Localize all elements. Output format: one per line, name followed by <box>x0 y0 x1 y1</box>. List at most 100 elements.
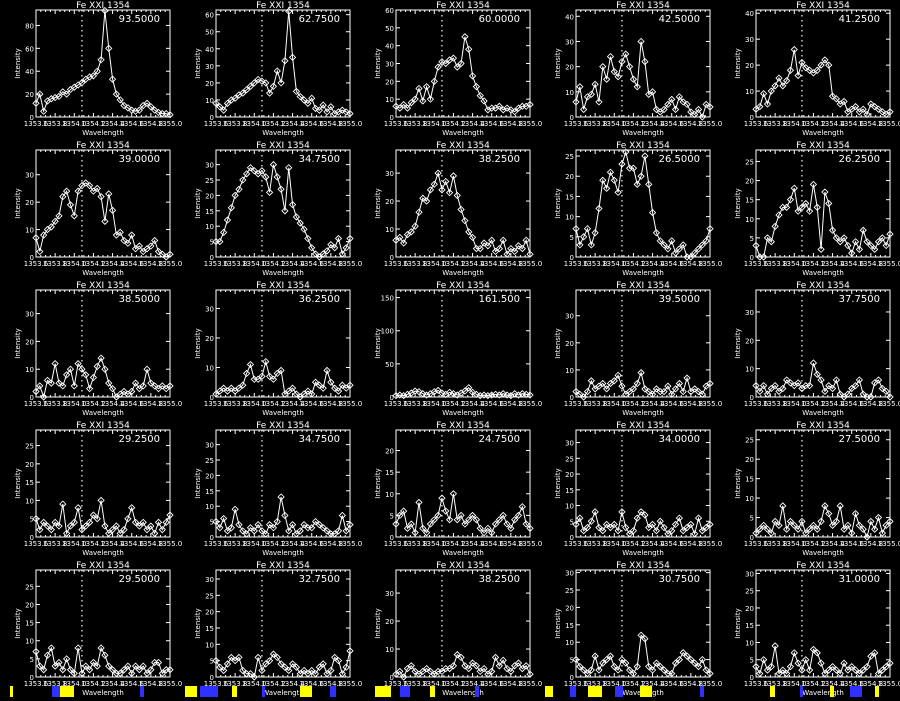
data-point-marker <box>93 662 101 670</box>
data-point-marker <box>101 365 109 373</box>
data-point-marker <box>763 390 772 398</box>
data-point-marker <box>78 526 86 534</box>
spectrum-plot: Fe XXI 13541353.61353.81354.01354.21354.… <box>554 281 722 417</box>
spectrum-plot: Fe XXI 13541353.61353.81354.01354.21354.… <box>374 141 542 277</box>
x-tick-label: 1354.2 <box>441 540 466 548</box>
data-point-marker <box>47 526 55 534</box>
y-tick-label: 20 <box>25 91 34 99</box>
x-axis-label: Wavelength <box>82 409 124 417</box>
x-tick-label: 1354.2 <box>261 680 286 688</box>
peak-annotation: 39.0000 <box>119 154 160 165</box>
data-point-marker <box>790 649 798 657</box>
x-tick-label: 1354.4 <box>100 120 125 128</box>
data-point-marker <box>771 642 779 650</box>
data-point-marker <box>465 45 473 53</box>
data-point-marker <box>74 187 82 195</box>
x-tick-label: 1354.2 <box>621 260 646 268</box>
data-point-marker <box>526 391 534 399</box>
data-point-marker <box>105 190 113 198</box>
peak-annotation: 161.500 <box>479 294 520 305</box>
data-point-marker <box>671 659 680 667</box>
data-point-marker <box>311 378 320 386</box>
x-tick-label: 1354.8 <box>139 400 164 408</box>
data-point-marker <box>311 250 320 258</box>
data-point-marker <box>403 104 412 112</box>
data-point-marker <box>813 66 821 74</box>
data-point-marker <box>821 669 829 678</box>
spectrum-line <box>35 356 171 399</box>
data-point-marker <box>254 375 262 383</box>
y-tick-label: 5 <box>750 657 754 665</box>
spectrum-line <box>35 646 170 675</box>
data-point-marker <box>599 379 607 388</box>
data-point-marker <box>599 176 607 184</box>
x-tick-label: 1353.8 <box>43 400 68 408</box>
data-point-marker <box>763 100 772 108</box>
x-tick-label: 1355.0 <box>338 540 363 548</box>
y-tick-label: 25 <box>745 588 754 596</box>
x-tick-label: 1354.4 <box>100 680 125 688</box>
artifact-block <box>430 686 435 697</box>
artifact-block <box>615 686 623 697</box>
x-tick-label: 1353.8 <box>763 260 788 268</box>
y-tick-label: 10 <box>205 223 214 231</box>
data-point-marker <box>265 372 274 380</box>
data-point-marker <box>572 520 580 529</box>
data-point-marker <box>675 93 684 101</box>
data-point-marker <box>62 90 71 98</box>
corrupted-label-strip <box>10 686 879 697</box>
x-tick-label: 1354.4 <box>640 120 665 128</box>
data-point-marker <box>618 382 626 390</box>
x-tick-label: 1354.2 <box>441 400 466 408</box>
data-point-marker <box>882 387 890 395</box>
data-point-marker <box>154 247 163 256</box>
x-tick-label: 1353.8 <box>43 120 68 128</box>
data-point-marker <box>702 666 710 674</box>
data-point-marker <box>82 371 90 379</box>
data-point-marker <box>131 379 140 387</box>
x-tick-label: 1354.6 <box>839 260 864 268</box>
data-point-marker <box>231 191 239 200</box>
y-tick-label: 20 <box>565 173 574 181</box>
x-tick-label: 1354.6 <box>839 120 864 128</box>
data-point-marker <box>468 72 477 80</box>
data-point-marker <box>652 105 661 114</box>
artifact-block <box>262 686 265 697</box>
y-tick-label: 40 <box>25 68 34 76</box>
data-point-marker <box>645 387 653 396</box>
x-tick-label: 1353.6 <box>204 400 229 408</box>
data-point-marker <box>89 373 98 382</box>
x-tick-label: 1354.0 <box>602 120 627 128</box>
y-tick-label: 10 <box>745 216 754 224</box>
data-point-marker <box>587 90 595 98</box>
data-point-marker <box>162 518 170 527</box>
data-point-marker <box>434 511 442 520</box>
data-point-marker <box>285 164 293 172</box>
data-point-marker <box>683 100 691 109</box>
data-point-marker <box>242 530 251 538</box>
data-point-marker <box>648 208 657 217</box>
x-tick-label: 1354.0 <box>242 400 267 408</box>
x-tick-label: 1355.0 <box>518 680 543 688</box>
x-tick-label: 1354.8 <box>859 540 884 548</box>
data-point-marker <box>101 522 109 530</box>
data-point-marker <box>62 655 71 663</box>
x-tick-label: 1353.8 <box>583 120 608 128</box>
spectrum-plot: Fe XXI 13541353.61353.81354.01354.21354.… <box>734 561 900 697</box>
peak-annotation: 31.0000 <box>839 574 880 585</box>
artifact-block <box>588 686 602 697</box>
data-point-marker <box>798 58 806 67</box>
plot-frame <box>215 569 351 678</box>
data-point-marker <box>779 384 787 393</box>
data-point-marker <box>51 93 59 102</box>
data-point-marker <box>476 91 484 100</box>
y-tick-label: 25 <box>745 437 754 445</box>
data-point-marker <box>461 520 469 528</box>
x-tick-label: 1354.2 <box>261 400 286 408</box>
data-point-marker <box>472 662 481 670</box>
data-point-marker <box>622 148 630 156</box>
x-tick-label: 1354.0 <box>602 400 627 408</box>
data-point-marker <box>848 249 856 257</box>
data-point-marker <box>871 525 879 533</box>
x-axis-label: Wavelength <box>442 269 484 277</box>
